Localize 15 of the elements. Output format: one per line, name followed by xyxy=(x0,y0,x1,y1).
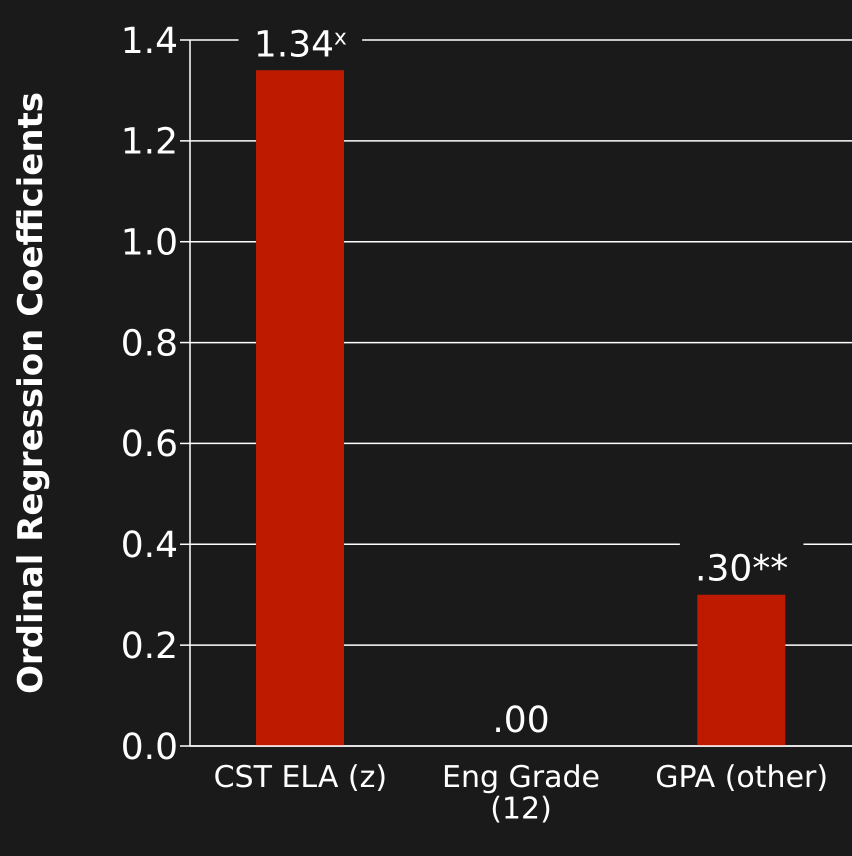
data-label: 1.34$^{x}$ xyxy=(254,24,348,66)
x-tick-label: GPA (other) xyxy=(655,760,828,795)
y-tick-label: 0.8 xyxy=(120,323,178,364)
y-tick-label: 1.4 xyxy=(120,20,178,62)
data-label: .30** xyxy=(695,548,788,590)
data-label: .00 xyxy=(492,700,550,741)
y-axis-title: Ordinal Regression Coefficients xyxy=(11,92,52,694)
y-tick-label: 0.4 xyxy=(120,525,178,566)
y-tick-label: 0.0 xyxy=(120,726,178,768)
x-tick-label: Eng Grade (12) xyxy=(442,760,600,826)
x-tick-label: CST ELA (z) xyxy=(214,760,388,795)
y-tick-label: 0.2 xyxy=(120,626,178,667)
y-tick-label: 1.2 xyxy=(120,122,178,163)
y-tick-label: 0.6 xyxy=(120,424,178,466)
y-tick-label: 1.0 xyxy=(120,222,178,264)
